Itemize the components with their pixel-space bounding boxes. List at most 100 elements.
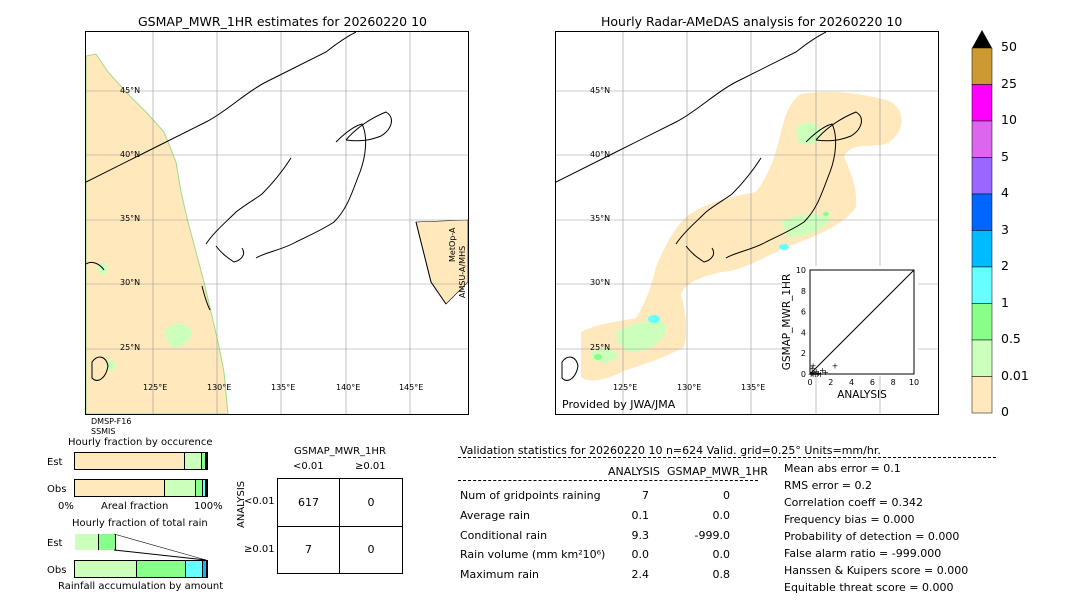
colorbar-segment	[971, 339, 993, 377]
sensor-label: AMSU-A/MHS	[458, 245, 467, 298]
colorbar-segment	[971, 230, 993, 268]
stat-label: Rain volume (mm km²10⁶)	[460, 548, 606, 561]
stat-gsmap: 0	[723, 489, 730, 502]
scatter-y-tick: 6	[801, 308, 806, 317]
colorbar-label: 1	[1001, 294, 1009, 310]
fraction-segment	[203, 480, 206, 496]
scatter-x-tick: 6	[870, 378, 875, 387]
fraction-segment	[75, 561, 138, 577]
left-map: 45°N 40°N 35°N 30°N 25°N 125°E 130°E 135…	[85, 31, 469, 415]
right-lat-label: 30°N	[590, 278, 611, 287]
left-lat-label: 35°N	[120, 214, 141, 223]
totalrain-cat-est: Est	[47, 538, 63, 549]
scatter-point: +	[814, 370, 821, 379]
scatter-point: +	[809, 369, 816, 378]
left-lat-label: 25°N	[120, 343, 141, 352]
fraction-segment	[137, 561, 186, 577]
contingency-title: GSMAP_MWR_1HR	[294, 446, 386, 457]
scatter-point: +	[813, 367, 820, 376]
validation-divider	[458, 457, 996, 458]
right-lon-label: 125°E	[613, 383, 638, 392]
right-lat-label: 25°N	[590, 343, 611, 352]
colorbar-segment	[971, 193, 993, 231]
right-lat-label: 35°N	[590, 214, 611, 223]
scatter-point: +	[817, 370, 824, 379]
fraction-segment	[185, 561, 204, 577]
colorbar-segment	[971, 120, 993, 158]
scatter-point: +	[822, 368, 829, 377]
validation-header: Validation statistics for 20260220 10 n=…	[460, 444, 881, 457]
scatter-y-tick: 10	[796, 266, 806, 275]
scatter-ylabel: GSMAP_MWR_1HR	[781, 274, 793, 370]
totalrain-bar-est	[74, 533, 208, 551]
scatter-x-tick: 2	[828, 378, 833, 387]
contingency-cell: 0	[367, 543, 375, 556]
stat-analysis: 0.1	[631, 509, 650, 522]
colorbar-segment	[971, 376, 993, 414]
score-line: Equitable threat score = 0.000	[784, 581, 954, 594]
score-line: Hanssen & Kuipers score = 0.000	[784, 564, 969, 577]
score-line: Correlation coeff = 0.342	[784, 496, 923, 509]
left-lon-label: 145°E	[399, 383, 424, 392]
fraction-segment	[205, 453, 207, 469]
scatter-x-tick: 8	[891, 378, 896, 387]
stat-analysis: 9.3	[631, 529, 650, 542]
colorbar-label: 0.01	[1001, 367, 1029, 383]
left-lon-label: 125°E	[143, 383, 168, 392]
scatter-x-tick: 4	[849, 378, 854, 387]
right-lat-label: 40°N	[590, 150, 611, 159]
contingency-col-header: <0.01	[293, 461, 324, 472]
colorbar-label: 0	[1001, 404, 1009, 419]
occurrence-title: Hourly fraction by occurence	[68, 437, 213, 448]
stat-label: Num of gridpoints raining	[460, 489, 601, 502]
fraction-segment	[75, 480, 165, 496]
right-lon-label: 135°E	[741, 383, 766, 392]
score-line: RMS error = 0.2	[784, 479, 872, 492]
right-lat-label: 45°N	[590, 86, 611, 95]
fraction-segment	[98, 534, 116, 550]
stat-analysis: 7	[642, 489, 649, 502]
occurrence-cat-est: Est	[47, 457, 63, 468]
scatter-point: +	[810, 370, 817, 379]
left-map-canvas	[86, 32, 468, 414]
scatter-point: +	[811, 368, 818, 377]
contingency-row-header: <0.01	[244, 496, 275, 507]
scatter-x-tick: 0	[807, 378, 812, 387]
occurrence-bar-est	[74, 452, 208, 470]
scatter-xlabel: ANALYSIS	[837, 389, 887, 401]
right-map-canvas	[556, 32, 938, 414]
colorbar-extend-arrow	[972, 30, 992, 48]
scatter-chart: 00 2 2 4 4 6 6 8 8 10 10 ++++++++++++++ ANALYSIS G…	[781, 266, 919, 401]
colorbar-label: 3	[1001, 221, 1009, 237]
scatter-point: +	[832, 362, 839, 371]
provider-label: Provided by JWA/JMA	[562, 398, 676, 411]
fraction-segment	[75, 453, 185, 469]
colorbar-label: 50	[1001, 39, 1017, 54]
occurrence-xlabel: Areal fraction	[101, 501, 169, 512]
scatter-points: ++++++++++++++	[808, 362, 839, 379]
contingency-cell: 0	[367, 496, 375, 509]
occurrence-bar-obs	[74, 479, 208, 497]
validation-col-analysis: ANALYSIS	[608, 465, 660, 478]
scatter-point: +	[809, 364, 816, 373]
fraction-segment	[203, 561, 207, 577]
colorbar-segment	[971, 47, 993, 85]
stat-label: Maximum rain	[460, 568, 539, 581]
fraction-segment	[201, 453, 206, 469]
right-lon-label: 130°E	[677, 383, 702, 392]
stat-gsmap: -999.0	[694, 529, 730, 542]
scatter-point: +	[815, 369, 822, 378]
fraction-segment	[164, 480, 197, 496]
sensor-label: SSMIS	[91, 427, 116, 436]
occurrence-tick-left: 0%	[58, 501, 74, 512]
colorbar-label: 4	[1001, 185, 1009, 200]
colorbar-segments	[971, 47, 993, 414]
sensor-label: MetOp-A	[448, 227, 457, 262]
colorbar-label: 5	[1001, 148, 1009, 164]
scatter-x-tick: 10	[909, 378, 919, 387]
left-lon-label: 135°E	[271, 383, 296, 392]
fraction-segment	[75, 534, 99, 550]
totalrain-cat-obs: Obs	[47, 565, 67, 576]
totalrain-xlabel: Rainfall accumulation by amount	[58, 581, 224, 592]
left-lon-label: 140°E	[336, 383, 361, 392]
